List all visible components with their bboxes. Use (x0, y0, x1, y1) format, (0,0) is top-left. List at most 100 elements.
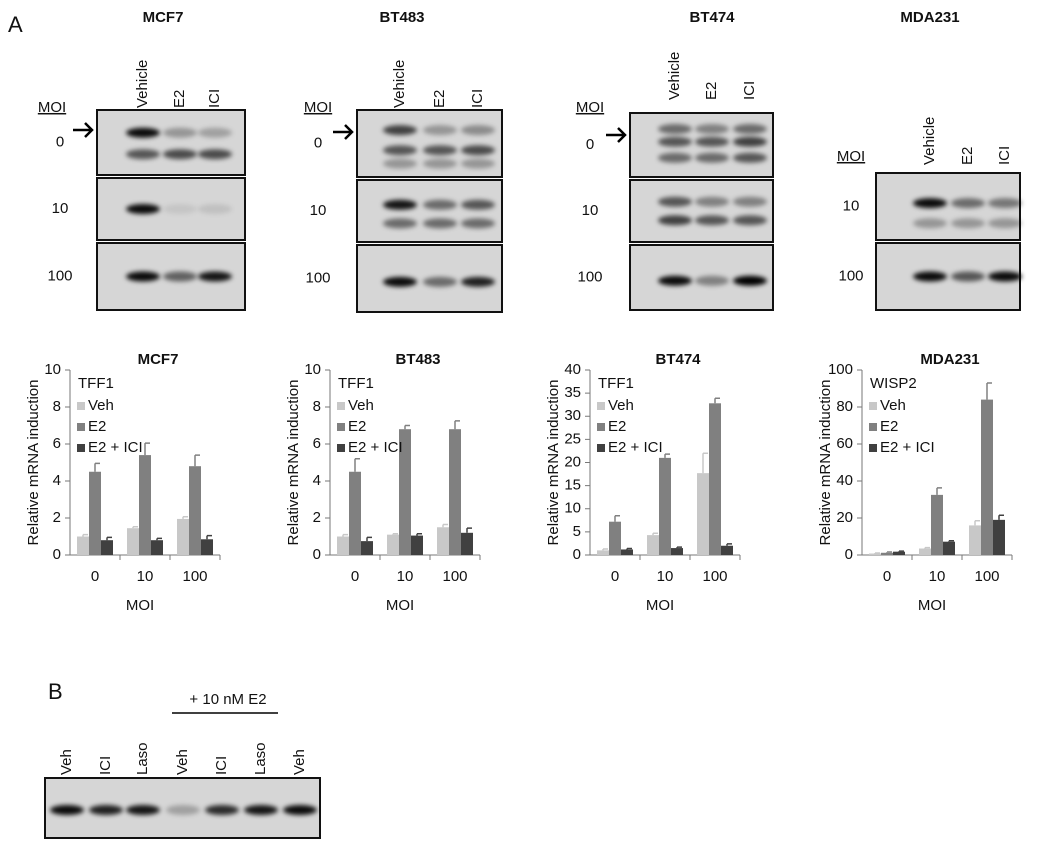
legend-label: E2 (880, 418, 898, 435)
blot-band (383, 158, 417, 169)
row-label: 0 (56, 133, 64, 150)
error-bar (726, 543, 732, 546)
bar (919, 548, 931, 555)
blot-band (163, 271, 197, 282)
blot-band (383, 145, 417, 156)
blot-title: MDA231 (900, 9, 959, 26)
y-axis-label: Relative mRNA induction (285, 380, 302, 546)
blot-band (695, 275, 729, 286)
y-axis-label: Relative mRNA induction (25, 380, 42, 546)
x-tick-label: 100 (442, 568, 467, 585)
bar (411, 535, 423, 555)
y-tick-label: 30 (564, 407, 581, 424)
row-label: 100 (577, 268, 602, 285)
lane-label: ICI (741, 81, 758, 100)
blot-band (198, 149, 232, 160)
error-bar (986, 382, 992, 400)
bar (437, 527, 449, 555)
bar (893, 551, 905, 555)
error-bar (194, 454, 200, 467)
bar (721, 545, 733, 555)
blot-row (629, 179, 774, 243)
y-tick-label: 10 (44, 361, 61, 378)
bar (597, 550, 609, 555)
blot-band (283, 805, 317, 815)
blot-band (988, 271, 1022, 282)
error-bar (342, 533, 348, 537)
y-axis-label: Relative mRNA induction (545, 380, 562, 546)
bar (337, 536, 349, 555)
error-bar (874, 552, 880, 554)
error-bar (392, 532, 398, 535)
lane-label: ICI (97, 756, 114, 775)
blot-band (658, 196, 692, 207)
error-bar (714, 397, 720, 404)
row-label: 0 (586, 136, 594, 153)
blot-band (461, 276, 495, 287)
y-tick-label: 35 (564, 384, 581, 401)
bar (89, 471, 101, 555)
x-axis-label: MOI (386, 597, 414, 614)
x-tick-label: 100 (702, 568, 727, 585)
blot-band (461, 145, 495, 156)
blot-band (205, 805, 239, 815)
bar (349, 471, 361, 555)
bar (621, 549, 633, 555)
x-axis-label: MOI (918, 597, 946, 614)
blot-title: BT483 (379, 9, 424, 26)
legend-label: Veh (608, 397, 634, 414)
legend-title: TFF1 (598, 375, 634, 392)
blot-band (126, 805, 160, 815)
blot-band (951, 198, 985, 209)
bar (659, 457, 671, 555)
bar (881, 552, 893, 555)
error-bar (948, 540, 954, 542)
blot-band (383, 218, 417, 229)
x-tick-label: 100 (974, 568, 999, 585)
legend-label: E2 (608, 418, 626, 435)
blot-band (988, 198, 1022, 209)
legend-title: WISP2 (870, 375, 917, 392)
bar (139, 455, 151, 555)
legend-label: E2 + ICI (88, 439, 143, 456)
blot-band (423, 199, 457, 210)
legend-title: TFF1 (338, 375, 374, 392)
bar (931, 494, 943, 555)
blot-band (658, 215, 692, 226)
bar (387, 534, 399, 555)
blot-band (733, 136, 767, 147)
legend-label: E2 + ICI (348, 439, 403, 456)
blot-title: BT474 (689, 9, 735, 26)
bar (969, 525, 981, 555)
moi-header: MOI (837, 148, 865, 165)
blot-band (695, 136, 729, 147)
blot-band (695, 196, 729, 207)
legend-swatch (77, 444, 85, 452)
blot-band (733, 124, 767, 134)
blot-band (733, 152, 767, 163)
x-tick-label: 100 (182, 568, 207, 585)
error-bar (886, 551, 892, 553)
error-bar (652, 532, 658, 536)
lane-label: Vehicle (134, 60, 151, 108)
error-bar (998, 514, 1004, 520)
error-bar (156, 537, 162, 541)
blot-band (695, 215, 729, 226)
legend-swatch (869, 444, 877, 452)
row-label: 100 (305, 269, 330, 286)
x-axis-label: MOI (126, 597, 154, 614)
y-axis-label: Relative mRNA induction (817, 380, 834, 546)
lane-label: Vehicle (391, 60, 408, 108)
legend-swatch (337, 402, 345, 410)
lane-label: Vehicle (921, 117, 938, 165)
x-tick-label: 0 (883, 568, 891, 585)
error-bar (404, 424, 410, 430)
blot-band (461, 218, 495, 229)
legend-swatch (77, 423, 85, 431)
blot-band (383, 276, 417, 287)
error-bar (94, 462, 100, 472)
lane-label: Veh (58, 749, 75, 775)
x-tick-label: 0 (611, 568, 619, 585)
y-tick-label: 20 (564, 453, 581, 470)
blot-band (951, 218, 985, 229)
